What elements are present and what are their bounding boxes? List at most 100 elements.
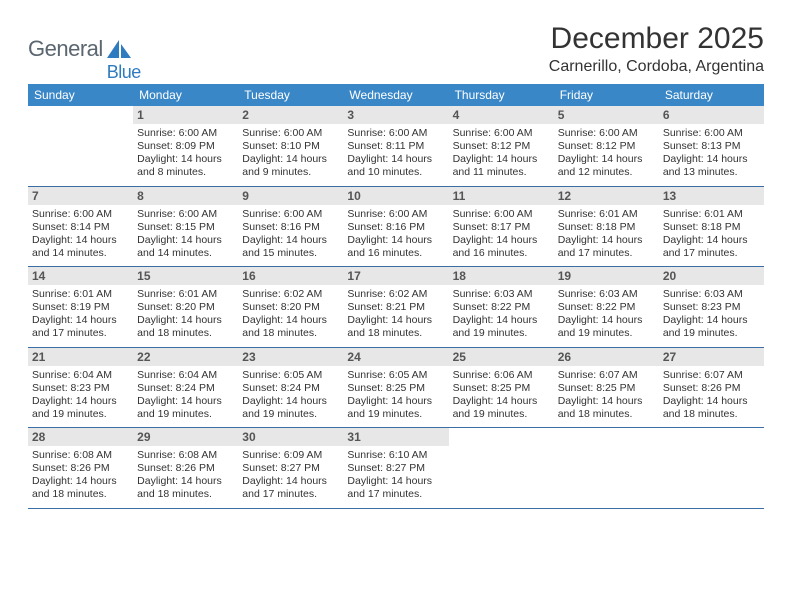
sunset-line: Sunset: 8:13 PM xyxy=(663,140,760,153)
daylight-line: Daylight: 14 hours and 19 minutes. xyxy=(137,395,234,421)
day-cell xyxy=(28,106,133,186)
day-number: 20 xyxy=(659,267,764,285)
week-row: 21 Sunrise: 6:04 AMSunset: 8:23 PM Dayligh… xyxy=(28,348,764,429)
sunset-line: Sunset: 8:18 PM xyxy=(663,221,760,234)
day-number: 23 xyxy=(238,348,343,366)
daylight-line: Daylight: 14 hours and 17 minutes. xyxy=(242,475,339,501)
day-number: 13 xyxy=(659,187,764,205)
sunset-line: Sunset: 8:24 PM xyxy=(137,382,234,395)
day-number: 15 xyxy=(133,267,238,285)
day-cell: 9Sunrise: 6:00 AMSunset: 8:16 PMDaylight… xyxy=(238,187,343,267)
sunrise-line: Sunrise: 6:03 AM xyxy=(663,288,760,301)
day-number: 6 xyxy=(659,106,764,124)
brand-text-1: General xyxy=(28,36,103,62)
sunrise-line: Sunrise: 6:00 AM xyxy=(242,208,339,221)
day-cell: 4Sunrise: 6:00 AMSunset: 8:12 PMDaylight… xyxy=(449,106,554,186)
sunset-line: Sunset: 8:10 PM xyxy=(242,140,339,153)
month-title: December 2025 xyxy=(549,22,764,56)
day-number: 17 xyxy=(343,267,448,285)
sunrise-line: Sunrise: 6:00 AM xyxy=(453,208,550,221)
daylight-line: Daylight: 14 hours and 17 minutes. xyxy=(32,314,129,340)
sunset-line: Sunset: 8:11 PM xyxy=(347,140,444,153)
weekday-header-row: SundayMondayTuesdayWednesdayThursdayFrid… xyxy=(28,84,764,106)
sunrise-line: Sunrise: 6:02 AM xyxy=(242,288,339,301)
day-number: 1 xyxy=(133,106,238,124)
day-cell: 6Sunrise: 6:00 AMSunset: 8:13 PMDaylight… xyxy=(659,106,764,186)
day-number: 18 xyxy=(449,267,554,285)
weekday-header: Wednesday xyxy=(343,84,448,106)
sunset-line: Sunset: 8:22 PM xyxy=(558,301,655,314)
title-block: December 2025 Carnerillo, Cordoba, Argen… xyxy=(549,22,764,76)
day-number: 29 xyxy=(133,428,238,446)
daylight-line: Daylight: 14 hours and 16 minutes. xyxy=(347,234,444,260)
day-cell: 24Sunrise: 6:05 AMSunset: 8:25 PMDayligh… xyxy=(343,348,448,428)
day-cell: 21Sunrise: 6:04 AMSunset: 8:23 PMDayligh… xyxy=(28,348,133,428)
sunrise-line: Sunrise: 6:00 AM xyxy=(137,127,234,140)
day-cell: 12Sunrise: 6:01 AMSunset: 8:18 PMDayligh… xyxy=(554,187,659,267)
daylight-line: Daylight: 14 hours and 18 minutes. xyxy=(663,395,760,421)
day-number: 12 xyxy=(554,187,659,205)
day-number: 11 xyxy=(449,187,554,205)
daylight-line: Daylight: 14 hours and 19 minutes. xyxy=(453,395,550,421)
day-number: 7 xyxy=(28,187,133,205)
weeks-container: 1Sunrise: 6:00 AMSunset: 8:09 PMDaylight… xyxy=(28,106,764,509)
weekday-header: Saturday xyxy=(659,84,764,106)
daylight-line: Daylight: 14 hours and 17 minutes. xyxy=(558,234,655,260)
sunset-line: Sunset: 8:26 PM xyxy=(137,462,234,475)
weekday-header: Monday xyxy=(133,84,238,106)
sunrise-line: Sunrise: 6:00 AM xyxy=(347,127,444,140)
day-number: 21 xyxy=(28,348,133,366)
sunrise-line: Sunrise: 6:06 AM xyxy=(453,369,550,382)
sunset-line: Sunset: 8:14 PM xyxy=(32,221,129,234)
daylight-line: Daylight: 14 hours and 19 minutes. xyxy=(347,395,444,421)
daylight-line: Daylight: 14 hours and 14 minutes. xyxy=(32,234,129,260)
daylight-line: Daylight: 14 hours and 8 minutes. xyxy=(137,153,234,179)
daylight-line: Daylight: 14 hours and 19 minutes. xyxy=(453,314,550,340)
daylight-line: Daylight: 14 hours and 14 minutes. xyxy=(137,234,234,260)
sunset-line: Sunset: 8:27 PM xyxy=(347,462,444,475)
sunset-line: Sunset: 8:17 PM xyxy=(453,221,550,234)
day-cell: 23Sunrise: 6:05 AMSunset: 8:24 PMDayligh… xyxy=(238,348,343,428)
sunrise-line: Sunrise: 6:00 AM xyxy=(32,208,129,221)
day-cell: 26Sunrise: 6:07 AMSunset: 8:25 PMDayligh… xyxy=(554,348,659,428)
daylight-line: Daylight: 14 hours and 15 minutes. xyxy=(242,234,339,260)
day-cell: 19Sunrise: 6:03 AMSunset: 8:22 PMDayligh… xyxy=(554,267,659,347)
sunrise-line: Sunrise: 6:07 AM xyxy=(663,369,760,382)
daylight-line: Daylight: 14 hours and 19 minutes. xyxy=(663,314,760,340)
sunset-line: Sunset: 8:16 PM xyxy=(242,221,339,234)
sunset-line: Sunset: 8:27 PM xyxy=(242,462,339,475)
day-cell: 31Sunrise: 6:10 AMSunset: 8:27 PMDayligh… xyxy=(343,428,448,508)
sunrise-line: Sunrise: 6:01 AM xyxy=(137,288,234,301)
sunrise-line: Sunrise: 6:04 AM xyxy=(32,369,129,382)
day-number: 10 xyxy=(343,187,448,205)
day-cell: 14Sunrise: 6:01 AMSunset: 8:19 PMDayligh… xyxy=(28,267,133,347)
sunrise-line: Sunrise: 6:02 AM xyxy=(347,288,444,301)
sunset-line: Sunset: 8:12 PM xyxy=(453,140,550,153)
day-cell: 11Sunrise: 6:00 AMSunset: 8:17 PMDayligh… xyxy=(449,187,554,267)
sunrise-line: Sunrise: 6:01 AM xyxy=(32,288,129,301)
day-cell: 5Sunrise: 6:00 AMSunset: 8:12 PMDaylight… xyxy=(554,106,659,186)
day-cell: 8Sunrise: 6:00 AMSunset: 8:15 PMDaylight… xyxy=(133,187,238,267)
sail-icon xyxy=(105,38,133,60)
sunrise-line: Sunrise: 6:01 AM xyxy=(663,208,760,221)
week-row: 28Sunrise: 6:08 AMSunset: 8:26 PMDayligh… xyxy=(28,428,764,509)
sunrise-line: Sunrise: 6:00 AM xyxy=(663,127,760,140)
sunset-line: Sunset: 8:25 PM xyxy=(347,382,444,395)
day-cell: 10Sunrise: 6:00 AMSunset: 8:16 PMDayligh… xyxy=(343,187,448,267)
daylight-line: Daylight: 14 hours and 18 minutes. xyxy=(242,314,339,340)
sunset-line: Sunset: 8:15 PM xyxy=(137,221,234,234)
day-number: 8 xyxy=(133,187,238,205)
sunset-line: Sunset: 8:25 PM xyxy=(453,382,550,395)
day-number: 26 xyxy=(554,348,659,366)
calendar: SundayMondayTuesdayWednesdayThursdayFrid… xyxy=(28,84,764,509)
sunrise-line: Sunrise: 6:03 AM xyxy=(453,288,550,301)
daylight-line: Daylight: 14 hours and 18 minutes. xyxy=(32,475,129,501)
day-number: 16 xyxy=(238,267,343,285)
day-cell: 28Sunrise: 6:08 AMSunset: 8:26 PMDayligh… xyxy=(28,428,133,508)
sunset-line: Sunset: 8:23 PM xyxy=(32,382,129,395)
day-cell: 20Sunrise: 6:03 AMSunset: 8:23 PMDayligh… xyxy=(659,267,764,347)
day-cell: 30Sunrise: 6:09 AMSunset: 8:27 PMDayligh… xyxy=(238,428,343,508)
daylight-line: Daylight: 14 hours and 10 minutes. xyxy=(347,153,444,179)
daylight-line: Daylight: 14 hours and 19 minutes. xyxy=(558,314,655,340)
week-row: 1Sunrise: 6:00 AMSunset: 8:09 PMDaylight… xyxy=(28,106,764,187)
